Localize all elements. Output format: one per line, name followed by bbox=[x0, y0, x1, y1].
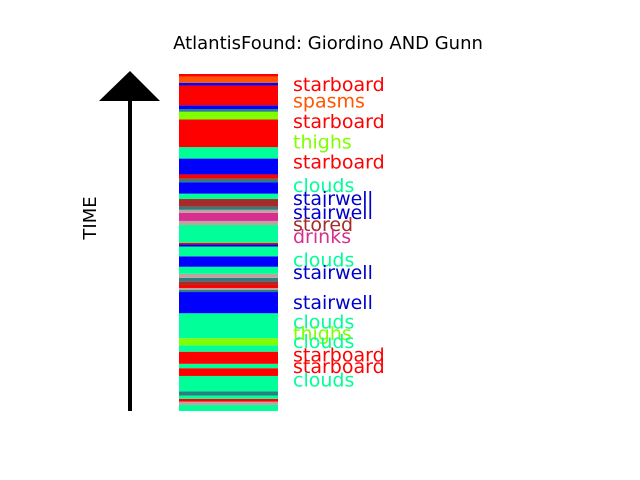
timeline-bar bbox=[179, 74, 278, 411]
segment-starboard bbox=[179, 368, 278, 376]
segment-starboard bbox=[179, 284, 278, 288]
segment-minor_pink bbox=[179, 220, 278, 225]
chart-title: AtlantisFound: Giordino AND Gunn bbox=[173, 33, 483, 54]
label-thighs: thighs bbox=[293, 323, 352, 345]
segment-minor_pink bbox=[179, 209, 278, 213]
segment-stairwell bbox=[179, 182, 278, 194]
label-starboard: starboard bbox=[293, 111, 385, 133]
time-axis bbox=[99, 71, 160, 411]
segment-minor_pink bbox=[179, 273, 278, 278]
segment-clouds bbox=[179, 375, 278, 392]
segment-minor_teal bbox=[179, 109, 278, 112]
segment-starboard bbox=[179, 85, 278, 106]
label-starboard: starboard bbox=[293, 356, 385, 378]
segment-stored bbox=[179, 199, 278, 207]
label-stairwell: stairwell bbox=[293, 262, 373, 284]
segment-clouds bbox=[179, 147, 278, 159]
segment-minor_teal bbox=[179, 290, 278, 293]
segment-stairwell bbox=[179, 82, 278, 86]
label-stairwell: stairwell bbox=[293, 188, 373, 210]
segment-thighs bbox=[179, 338, 278, 346]
label-stairwell: stairwell bbox=[293, 202, 373, 224]
segment-clouds bbox=[179, 266, 278, 274]
segment-stairwell bbox=[179, 244, 278, 247]
label-clouds: clouds bbox=[293, 249, 354, 271]
segment-minor_teal bbox=[179, 277, 278, 282]
y-axis-label: TIME bbox=[80, 196, 101, 240]
segment-clouds bbox=[179, 224, 278, 243]
segment-clouds bbox=[179, 193, 278, 200]
segment-stairwell bbox=[179, 158, 278, 175]
segment-clouds bbox=[179, 395, 278, 399]
segment-starboard bbox=[179, 119, 278, 148]
label-stairwell: stairwell bbox=[293, 292, 373, 314]
label-starboard: starboard bbox=[293, 152, 385, 174]
segment-starboard bbox=[179, 398, 278, 402]
label-drinks: drinks bbox=[293, 226, 351, 248]
segment-clouds bbox=[179, 246, 278, 257]
segment-stairwell bbox=[179, 256, 278, 267]
segment-clouds bbox=[179, 404, 278, 411]
label-starboard: starboard bbox=[293, 74, 385, 96]
segment-clouds bbox=[179, 363, 278, 369]
time-arrowhead-icon bbox=[99, 71, 160, 101]
segment-thighs bbox=[179, 111, 278, 120]
segment-minor_teal bbox=[179, 391, 278, 396]
segment-minor_teal bbox=[179, 178, 278, 183]
segment-stairwell bbox=[179, 105, 278, 110]
segment-minor_pink bbox=[179, 401, 278, 405]
timeline-labels: starboardspasmsstarboardthighsstarboardc… bbox=[293, 74, 385, 391]
label-clouds: clouds bbox=[293, 369, 354, 391]
segment-spasms bbox=[179, 76, 278, 83]
segment-starboard bbox=[179, 242, 278, 245]
label-clouds: clouds bbox=[293, 175, 354, 197]
label-clouds: clouds bbox=[293, 312, 354, 334]
segment-starboard bbox=[179, 351, 278, 364]
label-stored: stored bbox=[293, 214, 353, 236]
segment-starboard bbox=[179, 174, 278, 179]
segment-stored bbox=[179, 281, 278, 285]
segment-clouds bbox=[179, 345, 278, 352]
segment-stairwell bbox=[179, 292, 278, 314]
label-clouds: clouds bbox=[293, 331, 354, 353]
segment-minor_pink bbox=[179, 288, 278, 291]
segment-starboard bbox=[179, 74, 278, 77]
segment-minor_teal bbox=[179, 206, 278, 210]
segment-clouds bbox=[179, 313, 278, 339]
segment-drinks bbox=[179, 212, 278, 221]
label-thighs: thighs bbox=[293, 131, 352, 153]
label-starboard: starboard bbox=[293, 344, 385, 366]
label-spasms: spasms bbox=[293, 90, 365, 112]
